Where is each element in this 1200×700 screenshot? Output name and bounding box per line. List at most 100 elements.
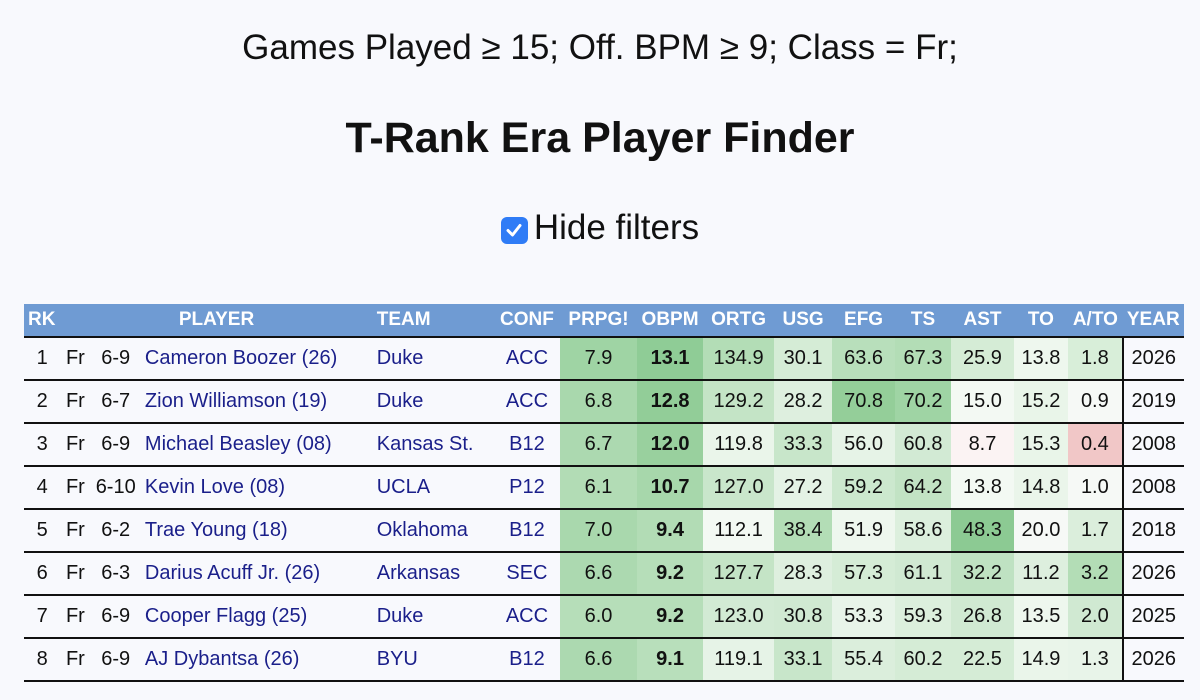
cell-team[interactable]: Duke [372,336,494,380]
cell-team[interactable]: Kansas St. [372,422,494,466]
cell-rank: 4 [24,465,61,509]
cell-ast: 32.2 [951,551,1014,595]
cell-obpm: 9.4 [636,508,704,552]
col-ortg[interactable]: ORTG [703,304,774,337]
cell-rank: 8 [24,637,61,682]
cell-class: Fr [60,508,91,552]
checkbox-checked-icon[interactable] [500,216,528,244]
cell-efg: 70.8 [832,379,895,423]
cell-usg: 30.8 [773,594,833,638]
cell-conf[interactable]: ACC [493,336,561,380]
cell-conf[interactable]: P12 [493,465,561,509]
player-name-link[interactable]: Cooper Flagg [144,605,267,627]
cell-player[interactable]: Kevin Love (08) [140,465,373,509]
cell-player[interactable]: Darius Acuff Jr. (26) [140,551,373,595]
cell-conf[interactable]: ACC [493,379,561,423]
cell-prpg: 6.8 [560,379,637,423]
cell-obpm: 9.2 [636,594,704,638]
cell-ato: 3.2 [1068,551,1123,595]
cell-ortg: 123.0 [703,594,774,638]
player-year-tag: (25) [271,605,308,627]
cell-year: 2026 [1121,637,1184,682]
table-body: 1 Fr 6-9 Cameron Boozer (26) Duke ACC 7.9 13.1 1… [24,336,1184,682]
cell-height: 6-9 [90,594,141,638]
cell-to: 20.0 [1013,508,1069,552]
table-row: 6 Fr 6-3 Darius Acuff Jr. (26) Arkansas SEC 6.… [24,551,1184,595]
cell-player[interactable]: Zion Williamson (19) [140,379,373,423]
cell-efg: 56.0 [832,422,895,466]
cell-rank: 2 [24,379,61,423]
cell-player[interactable]: Trae Young (18) [140,508,373,552]
cell-player[interactable]: Michael Beasley (08) [140,422,373,466]
cell-player[interactable]: Cameron Boozer (26) [140,336,373,380]
table-row: 3 Fr 6-9 Michael Beasley (08) Kansas St. B12 6… [24,422,1184,466]
cell-height: 6-10 [90,465,141,509]
cell-height: 6-3 [90,551,141,595]
player-name-link[interactable]: Zion Williamson [144,390,287,412]
cell-ast: 48.3 [951,508,1014,552]
cell-conf[interactable]: ACC [493,594,561,638]
col-player[interactable]: PLAYER [60,304,373,337]
cell-player[interactable]: AJ Dybantsa (26) [140,637,373,682]
cell-ts: 67.3 [894,336,952,380]
cell-ortg: 119.1 [703,637,774,682]
player-name-link[interactable]: Cameron Boozer [144,347,297,369]
cell-year: 2026 [1121,551,1184,595]
player-name-link[interactable]: Trae Young [144,519,247,541]
col-ato[interactable]: A/TO [1068,304,1123,337]
cell-ato: 2.0 [1068,594,1123,638]
cell-height: 6-9 [90,637,141,682]
col-year[interactable]: YEAR [1122,304,1184,337]
col-prpg[interactable]: PRPG! [560,304,637,337]
player-name-link[interactable]: Kevin Love [144,476,244,498]
cell-conf[interactable]: SEC [493,551,561,595]
cell-ast: 26.8 [951,594,1014,638]
player-name-link[interactable]: Michael Beasley [144,433,291,455]
col-to[interactable]: TO [1013,304,1069,337]
cell-team[interactable]: Arkansas [372,551,494,595]
cell-usg: 33.1 [773,637,833,682]
cell-team[interactable]: BYU [372,637,494,682]
cell-team[interactable]: Duke [372,594,494,638]
cell-to: 11.2 [1013,551,1069,595]
cell-usg: 28.3 [773,551,833,595]
cell-conf[interactable]: B12 [493,508,561,552]
col-usg[interactable]: USG [773,304,833,337]
cell-obpm: 9.1 [636,637,704,682]
cell-to: 15.2 [1013,379,1069,423]
player-name-link[interactable]: AJ Dybantsa [144,648,259,670]
cell-efg: 51.9 [832,508,895,552]
col-team[interactable]: TEAM [372,304,494,337]
cell-efg: 59.2 [832,465,895,509]
cell-class: Fr [60,594,91,638]
cell-conf[interactable]: B12 [493,637,561,682]
col-conf[interactable]: CONF [493,304,561,337]
col-rk[interactable]: RK [24,304,61,337]
cell-team[interactable]: Oklahoma [372,508,494,552]
player-name-link[interactable]: Darius Acuff Jr. [144,562,280,584]
table-header-row: RK PLAYER TEAM CONF PRPG! OBPM ORTG USG … [24,304,1184,337]
cell-class: Fr [60,637,91,682]
cell-ato: 0.9 [1068,379,1123,423]
cell-team[interactable]: UCLA [372,465,494,509]
table-row: 8 Fr 6-9 AJ Dybantsa (26) BYU B12 6.6 9.1 119.1 3… [24,637,1184,682]
cell-height: 6-9 [90,336,141,380]
cell-ast: 22.5 [951,637,1014,682]
cell-team[interactable]: Duke [372,379,494,423]
player-year-tag: (26) [301,347,338,369]
table-row: 5 Fr 6-2 Trae Young (18) Oklahoma B12 7.0 9.4 11… [24,508,1184,552]
cell-obpm: 10.7 [636,465,704,509]
cell-player[interactable]: Cooper Flagg (25) [140,594,373,638]
cell-ato: 0.4 [1068,422,1123,466]
cell-to: 14.9 [1013,637,1069,682]
cell-conf[interactable]: B12 [493,422,561,466]
col-obpm[interactable]: OBPM [636,304,704,337]
cell-year: 2008 [1121,422,1184,466]
player-year-tag: (26) [284,562,321,584]
cell-ts: 60.8 [894,422,952,466]
col-ts[interactable]: TS [894,304,952,337]
col-ast[interactable]: AST [951,304,1014,337]
cell-usg: 38.4 [773,508,833,552]
hide-filters-toggle[interactable]: Hide filters [0,208,1200,248]
col-efg[interactable]: EFG [832,304,895,337]
